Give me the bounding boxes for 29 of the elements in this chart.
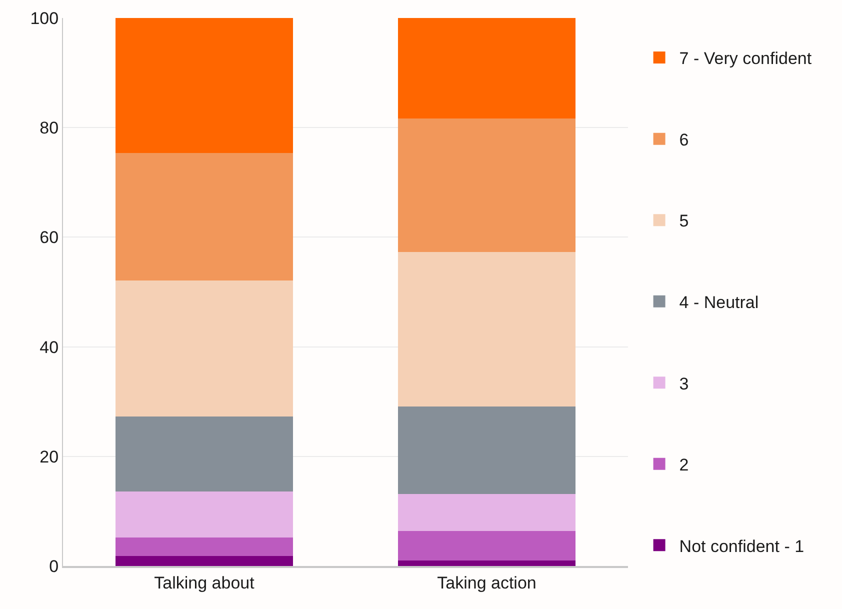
y-tick-label: 80 — [40, 118, 59, 138]
legend-label: 4 - Neutral — [679, 292, 759, 312]
x-tick-label: Taking action — [437, 573, 536, 592]
bar — [115, 556, 294, 566]
x-tick-label: Talking about — [154, 573, 255, 592]
bar — [398, 494, 576, 531]
y-tick-label: 100 — [30, 8, 59, 28]
bar — [115, 152, 294, 280]
y-tick-label: 40 — [40, 338, 59, 357]
legend-label: 7 - Very confident — [679, 49, 812, 68]
legend-label: 5 — [679, 212, 689, 231]
bar — [115, 280, 294, 416]
bar — [115, 491, 294, 538]
bar — [398, 530, 576, 561]
legend-label: 3 — [679, 374, 689, 394]
bar — [398, 118, 576, 252]
bar — [115, 538, 294, 556]
legend-label: 6 — [679, 130, 689, 150]
bar — [398, 406, 576, 494]
y-tick-label: 0 — [49, 556, 59, 576]
legend-label: Not confident - 1 — [679, 536, 804, 556]
y-tick-label: 20 — [40, 447, 59, 466]
bar — [115, 18, 294, 153]
bar — [398, 18, 576, 118]
legend-label: 2 — [679, 456, 689, 475]
bar — [398, 252, 576, 407]
bar — [398, 560, 576, 566]
bar — [115, 416, 294, 492]
y-tick-label: 60 — [40, 228, 59, 248]
